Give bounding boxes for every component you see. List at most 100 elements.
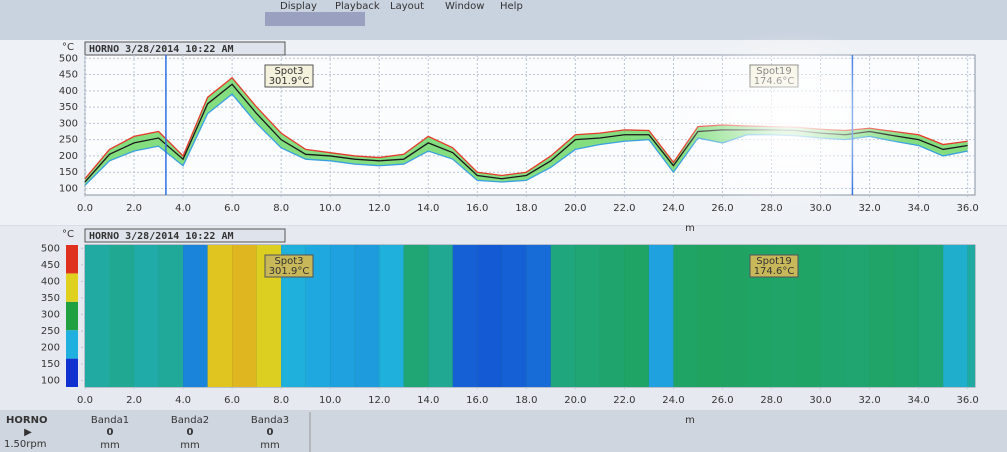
heat-column — [330, 245, 355, 387]
x-tick-label: 26.0 — [711, 395, 733, 406]
x-tick-label: 4.0 — [175, 203, 191, 214]
page: Display Playback Layout Window Help HORNO 3/2… — [0, 0, 1007, 452]
heat-column — [477, 245, 502, 387]
band-label: Banda2 — [171, 415, 209, 426]
x-tick-label: 36.0 — [957, 395, 979, 406]
y-tick-label: 300 — [59, 118, 78, 129]
x-tick-label: 34.0 — [907, 203, 929, 214]
x-tick-label: 18.0 — [515, 395, 537, 406]
chart-title: HORNO 3/28/2014 10:22 AM — [89, 231, 234, 242]
menu-item[interactable]: Help — [500, 1, 523, 12]
x-tick-label: 10.0 — [319, 395, 341, 406]
y-unit: °C — [62, 229, 74, 240]
y-tick-label: 350 — [59, 102, 78, 113]
glare — [670, 30, 910, 210]
y-tick-label: 250 — [59, 135, 78, 146]
x-axis-label: m — [685, 223, 695, 234]
x-tick-label: 20.0 — [564, 203, 586, 214]
band-unit: mm — [180, 440, 199, 451]
heat-column — [208, 245, 233, 387]
status-speed: 1.50rpm — [4, 439, 46, 450]
heat-column — [453, 245, 478, 387]
menu-item[interactable]: Layout — [390, 1, 424, 12]
heat-column — [845, 245, 870, 387]
heat-column — [943, 245, 968, 387]
colorbar-segment — [66, 273, 78, 301]
status-name: HORNO — [6, 415, 47, 426]
heat-column — [134, 245, 159, 387]
x-tick-label: 26.0 — [711, 203, 733, 214]
y-tick-label: 300 — [41, 309, 60, 320]
x-tick-label: 2.0 — [126, 203, 142, 214]
y-tick-label: 500 — [59, 53, 78, 64]
x-tick-label: 22.0 — [613, 395, 635, 406]
x-tick-label: 18.0 — [515, 203, 537, 214]
heat-column — [575, 245, 600, 387]
colorbar-segment — [66, 330, 78, 358]
x-tick-label: 2.0 — [126, 395, 142, 406]
x-tick-label: 4.0 — [175, 395, 191, 406]
spot-value: 301.9°C — [269, 76, 310, 87]
x-tick-label: 24.0 — [662, 203, 684, 214]
x-axis-label: m — [685, 415, 695, 426]
y-tick-label: 250 — [41, 326, 60, 337]
band-value: 0 — [107, 427, 114, 438]
x-tick-label: 32.0 — [858, 203, 880, 214]
heat-column — [870, 245, 895, 387]
band-label: Banda1 — [91, 415, 129, 426]
status-bar — [0, 410, 1007, 452]
heat-column — [673, 245, 698, 387]
x-tick-label: 0.0 — [77, 203, 93, 214]
x-tick-label: 16.0 — [466, 203, 488, 214]
x-tick-label: 10.0 — [319, 203, 341, 214]
y-tick-label: 450 — [59, 70, 78, 81]
x-tick-label: 30.0 — [809, 395, 831, 406]
y-tick-label: 200 — [41, 342, 60, 353]
heat-column — [232, 245, 257, 387]
heat-column — [428, 245, 453, 387]
menu-item[interactable]: Window — [445, 1, 484, 12]
heat-column — [159, 245, 184, 387]
palette-control[interactable] — [265, 12, 365, 26]
colorbar-segment — [66, 245, 78, 273]
x-tick-label: 20.0 — [564, 395, 586, 406]
band-label: Banda3 — [251, 415, 289, 426]
y-tick-label: 150 — [41, 359, 60, 370]
x-tick-label: 8.0 — [273, 203, 289, 214]
heat-column — [526, 245, 551, 387]
menu-item[interactable]: Playback — [335, 1, 380, 12]
screen: Display Playback Layout Window Help HORNO 3/2… — [0, 0, 1007, 452]
y-tick-label: 150 — [59, 167, 78, 178]
y-tick-label: 100 — [41, 375, 60, 386]
heat-column — [183, 245, 208, 387]
chart-title: HORNO 3/28/2014 10:22 AM — [89, 44, 234, 55]
x-tick-label: 6.0 — [224, 203, 240, 214]
x-tick-label: 36.0 — [957, 203, 979, 214]
x-tick-label: 28.0 — [760, 395, 782, 406]
heat-column — [919, 245, 944, 387]
heat-column — [110, 245, 135, 387]
heat-column — [698, 245, 723, 387]
heat-column — [624, 245, 649, 387]
colorbar-segment — [66, 359, 78, 387]
heat-column — [502, 245, 527, 387]
spot-value: 174.6°C — [754, 266, 795, 277]
heat-column — [355, 245, 380, 387]
band-unit: mm — [260, 440, 279, 451]
heat-column — [968, 245, 975, 387]
x-tick-label: 14.0 — [417, 203, 439, 214]
status-play[interactable]: ▶ — [24, 427, 32, 438]
x-tick-label: 14.0 — [417, 395, 439, 406]
band-unit: mm — [100, 440, 119, 451]
colorbar-segment — [66, 302, 78, 330]
x-tick-label: 6.0 — [224, 395, 240, 406]
heat-column — [600, 245, 625, 387]
x-tick-label: 12.0 — [368, 395, 390, 406]
y-tick-label: 100 — [59, 183, 78, 194]
y-unit: °C — [62, 42, 74, 53]
x-tick-label: 0.0 — [77, 395, 93, 406]
heat-column — [649, 245, 674, 387]
spot-value: 301.9°C — [269, 266, 310, 277]
menu-item[interactable]: Display — [280, 1, 317, 12]
y-tick-label: 400 — [41, 276, 60, 287]
